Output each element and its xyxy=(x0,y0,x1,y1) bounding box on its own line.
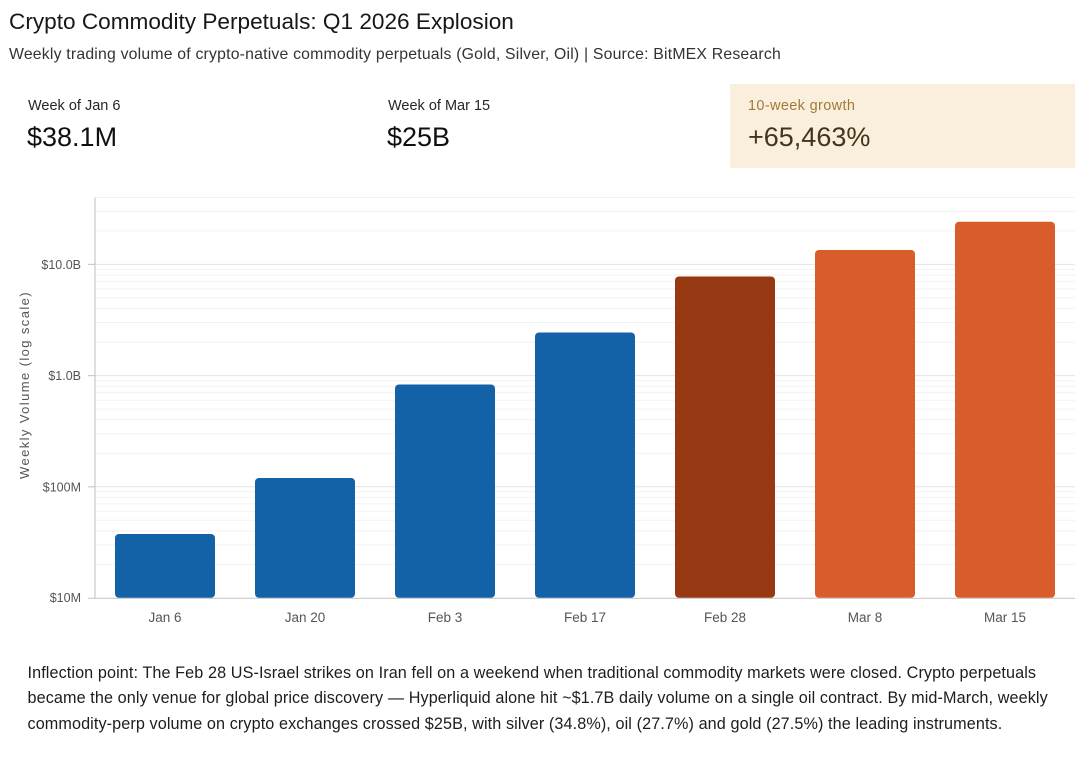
svg-text:Feb 28: Feb 28 xyxy=(704,610,746,625)
svg-text:$100M: $100M xyxy=(43,480,81,494)
svg-text:Feb 17: Feb 17 xyxy=(564,610,606,625)
svg-text:Feb 3: Feb 3 xyxy=(428,610,463,625)
svg-text:$10M: $10M xyxy=(50,591,81,605)
svg-text:Jan 6: Jan 6 xyxy=(148,610,181,625)
svg-text:$1.0B: $1.0B xyxy=(48,369,81,383)
svg-text:Jan 20: Jan 20 xyxy=(285,610,326,625)
svg-text:Weekly Volume (log scale): Weekly Volume (log scale) xyxy=(17,291,32,479)
svg-text:$10.0B: $10.0B xyxy=(41,258,81,272)
svg-text:Mar 15: Mar 15 xyxy=(984,610,1026,625)
svg-text:Mar 8: Mar 8 xyxy=(848,610,883,625)
